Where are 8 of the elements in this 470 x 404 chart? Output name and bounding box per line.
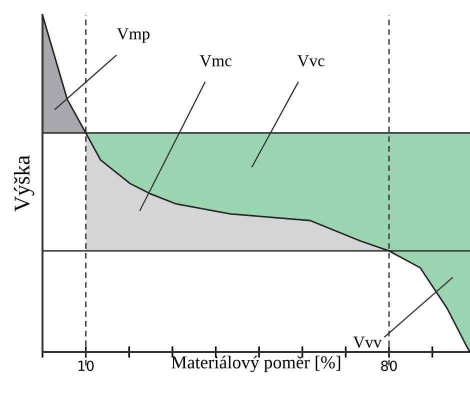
x-tick-label: 80 — [381, 360, 397, 372]
annotation: Vvc — [297, 55, 324, 66]
y-axis-title: Výška — [14, 155, 34, 212]
annotation: Vvv — [353, 336, 382, 348]
annotation: Vmc — [200, 55, 232, 66]
annotation: Vmp — [116, 28, 150, 43]
x-axis-title: Materiálový poměr [%] — [172, 356, 340, 372]
x-tick-label: 10 — [78, 360, 94, 372]
